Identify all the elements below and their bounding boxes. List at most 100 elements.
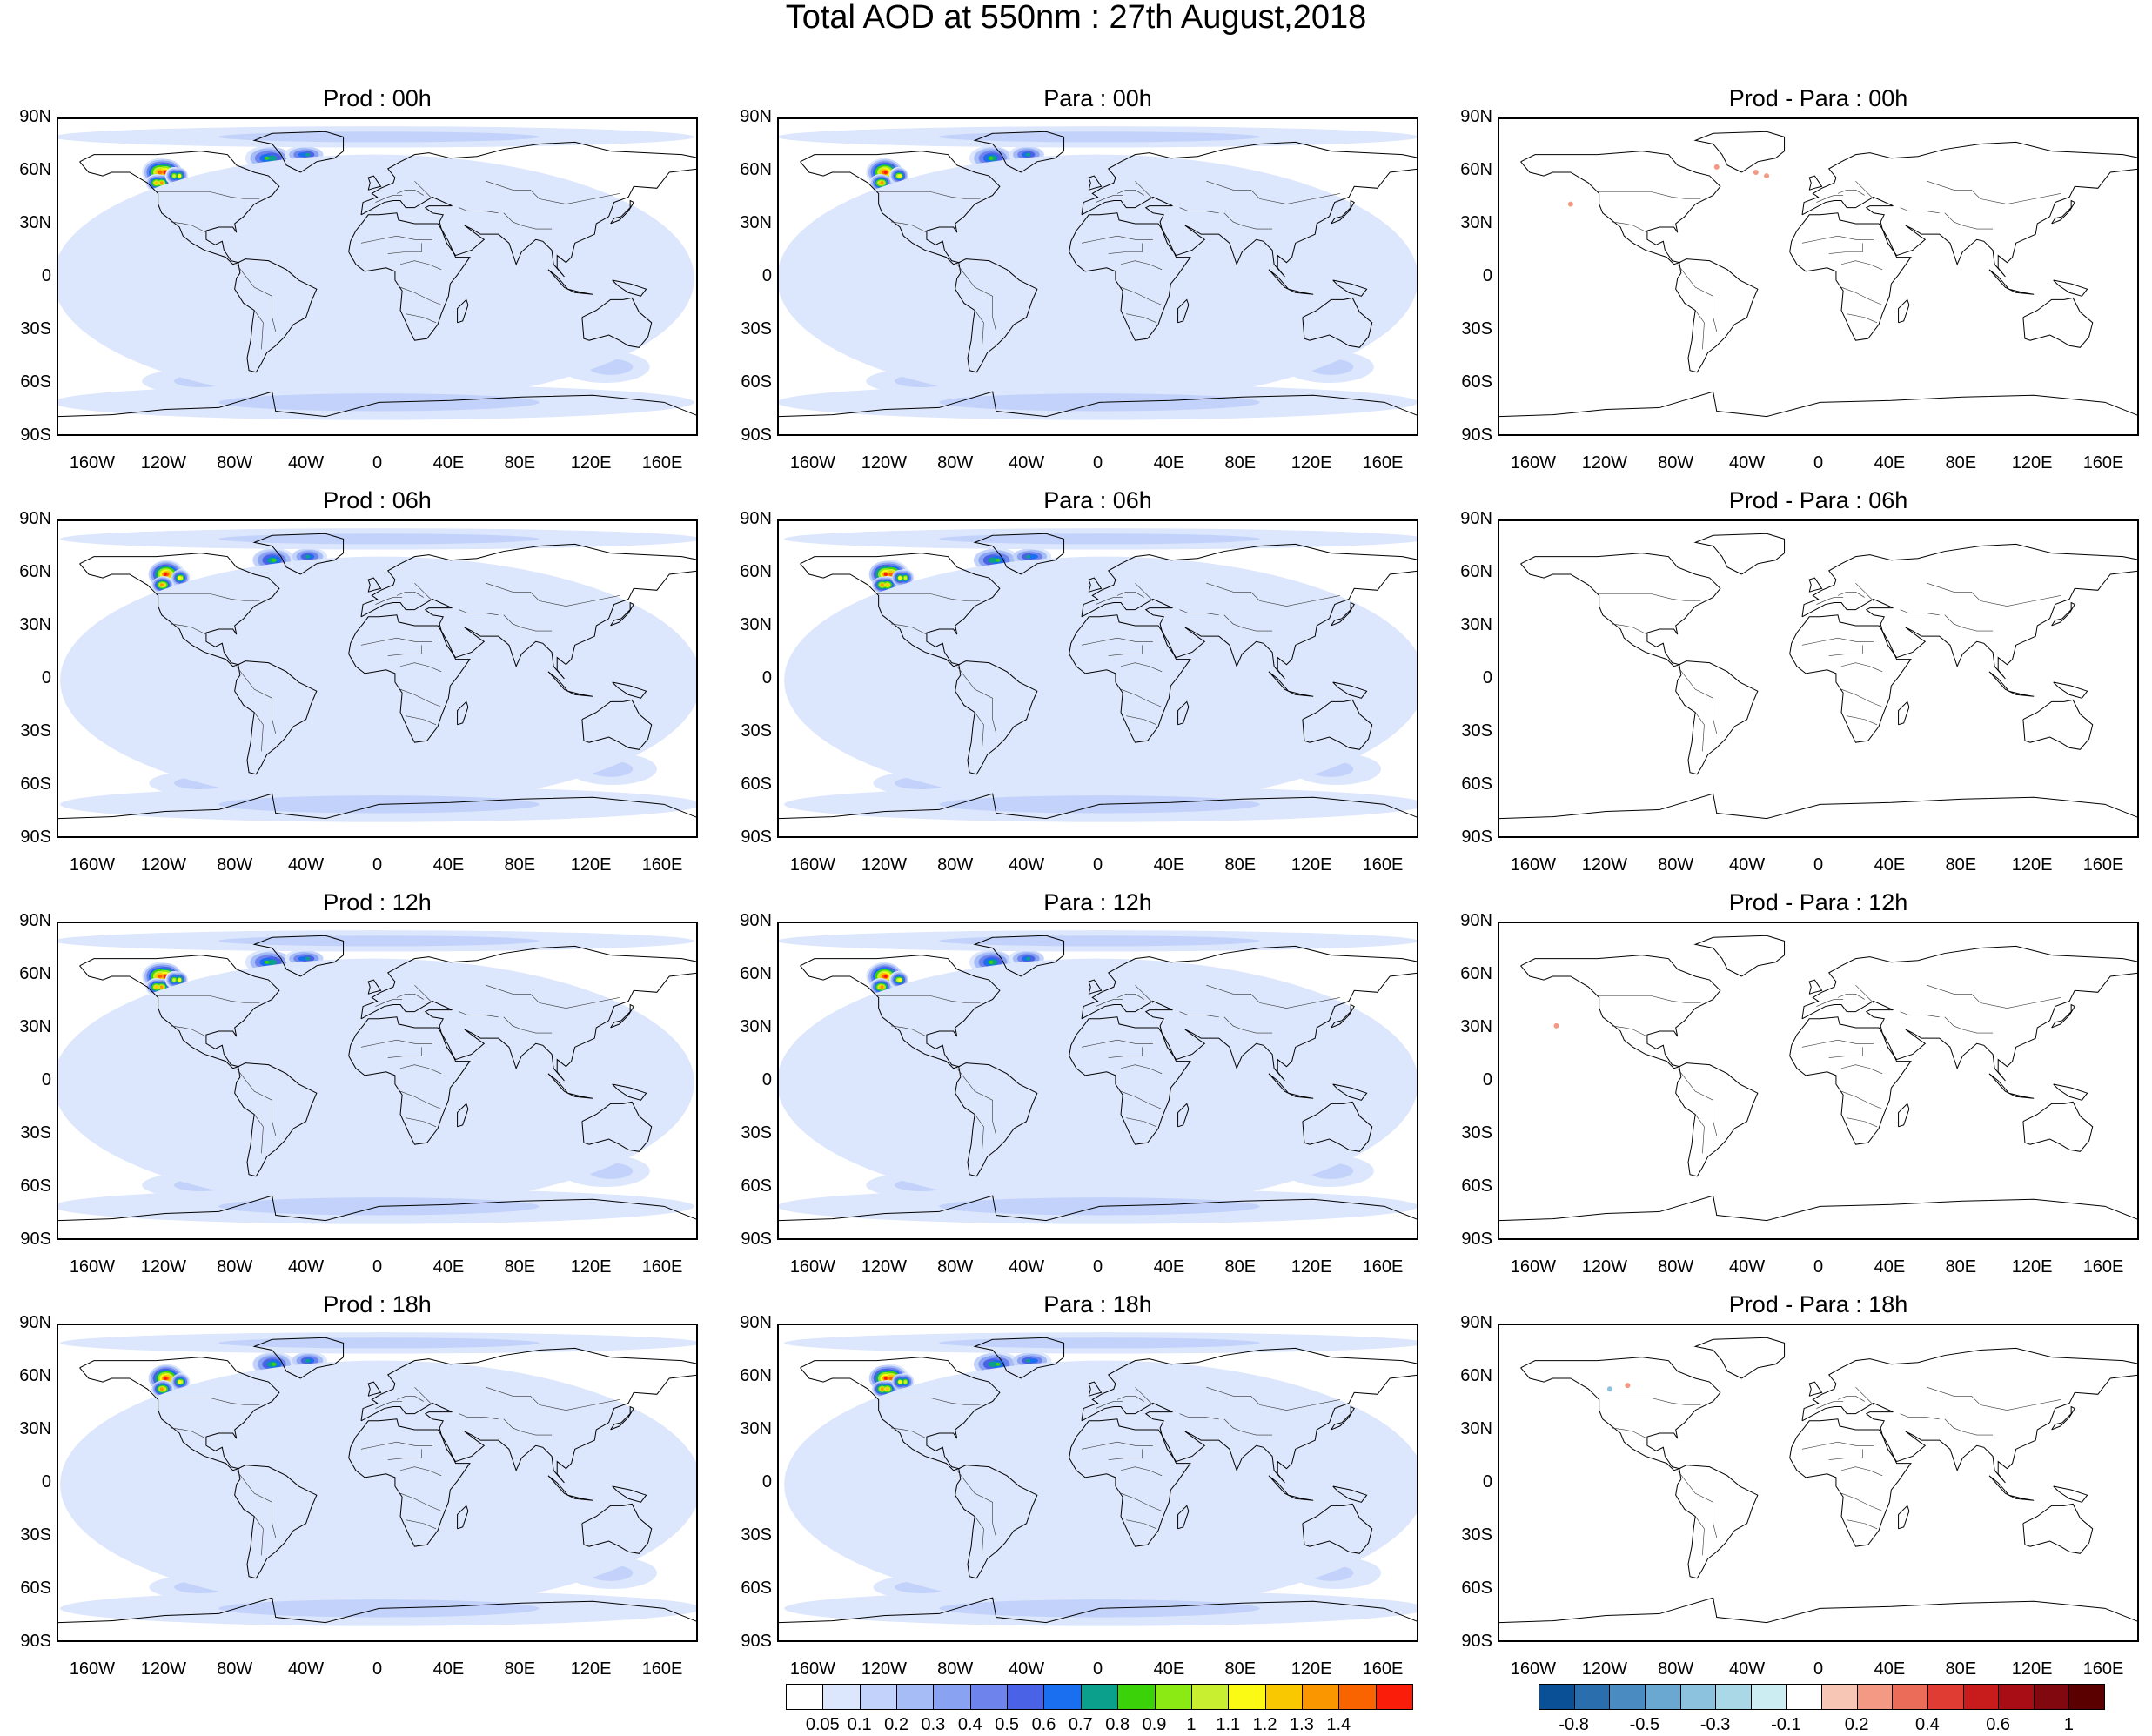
coastline bbox=[612, 1083, 647, 1101]
country-border bbox=[236, 666, 277, 734]
longitude-label: 80E bbox=[504, 453, 536, 473]
map-panel: Para : 12h 90N 60N 30N 0 30S 60S 90S 160W 120W 80W… bbox=[740, 889, 1418, 1277]
coastline bbox=[360, 945, 696, 1082]
longitude-label: 80E bbox=[1224, 1257, 1257, 1277]
country-border bbox=[1179, 609, 1219, 616]
country-border bbox=[1694, 712, 1705, 752]
country-border bbox=[360, 1441, 432, 1450]
colorbar-swatch bbox=[1007, 1684, 1045, 1710]
longitude-label: 160W bbox=[69, 453, 116, 473]
latitude-label: 30S bbox=[20, 721, 51, 741]
coastline bbox=[779, 793, 1417, 820]
coastline bbox=[1693, 131, 1786, 173]
longitude-label: 120W bbox=[861, 1659, 907, 1679]
aod-contour-fill bbox=[939, 131, 1260, 143]
aod-contour-fill bbox=[996, 558, 1001, 562]
coastline bbox=[1088, 979, 1103, 995]
country-border bbox=[1927, 1386, 2061, 1411]
coastline bbox=[1693, 1337, 1786, 1379]
country-border bbox=[360, 235, 432, 244]
latitude-label: 90S bbox=[741, 426, 772, 445]
coastline bbox=[1081, 141, 1417, 278]
colorbar-swatch bbox=[1117, 1684, 1156, 1710]
latitude-label: 90S bbox=[741, 828, 772, 847]
figure-title: Total AOD at 550nm : 27th August,2018 bbox=[785, 0, 1367, 36]
longitude-label: 40W bbox=[1009, 1659, 1045, 1679]
coastline bbox=[547, 671, 593, 697]
coastline bbox=[1520, 955, 1721, 1069]
longitude-label: 120W bbox=[140, 1257, 186, 1277]
country-border bbox=[1108, 1047, 1143, 1058]
country-border bbox=[1837, 592, 1865, 598]
coastline bbox=[1081, 945, 1417, 1082]
longitude-label: 0 bbox=[1813, 1659, 1824, 1679]
coastline bbox=[547, 1073, 593, 1099]
coastline bbox=[1332, 279, 1368, 297]
longitude-label: 0 bbox=[1813, 855, 1824, 875]
country-border bbox=[974, 1516, 984, 1556]
map-plot-area bbox=[1498, 922, 2139, 1240]
aod-contour-fill bbox=[988, 960, 994, 964]
country-border bbox=[1108, 243, 1143, 254]
latitude-label: 90N bbox=[1460, 1313, 1492, 1332]
latitude-label: 60N bbox=[1460, 160, 1492, 179]
coastline bbox=[2022, 1503, 2094, 1554]
latitude-label: 90S bbox=[1461, 1230, 1492, 1249]
latitude-label: 30N bbox=[1460, 1419, 1492, 1438]
colorbar-swatch bbox=[1998, 1684, 2035, 1710]
colorbar-tick-label: 0.9 bbox=[1142, 1715, 1167, 1734]
country-border bbox=[1108, 1449, 1143, 1460]
longitude-label: 40E bbox=[1874, 453, 1906, 473]
country-border bbox=[1206, 984, 1340, 1009]
country-border bbox=[1828, 1047, 1863, 1058]
panel-title: Prod : 00h bbox=[323, 85, 432, 111]
aod-contour-fill bbox=[903, 576, 908, 580]
longitude-label: 80W bbox=[1658, 1659, 1694, 1679]
latitude-label: 0 bbox=[761, 668, 772, 687]
coastline bbox=[1331, 601, 1355, 627]
map-panel: Prod : 12h 90N 60N 30N 0 30S 60S 90S 160W 120W 80W… bbox=[19, 889, 698, 1277]
latitude-label: 90S bbox=[20, 1230, 51, 1249]
coastline bbox=[1268, 1475, 1314, 1501]
longitude-label: 40W bbox=[1729, 855, 1766, 875]
coastline bbox=[1801, 945, 2137, 1082]
latitude-label: 30N bbox=[1460, 615, 1492, 634]
longitude-label: 80W bbox=[217, 1659, 253, 1679]
longitude-label: 160E bbox=[2082, 1659, 2124, 1679]
latitude-label: 90N bbox=[19, 911, 51, 930]
latitude-label: 30N bbox=[1460, 1017, 1492, 1036]
latitude-label: 90N bbox=[1460, 509, 1492, 528]
coastline bbox=[2053, 681, 2088, 699]
colorbar-swatch bbox=[1154, 1684, 1192, 1710]
aod-colorbar: 0.05 0.1 0.2 0.3 0.4 0.5 0.6 0.7 0.8 0.9 1 1.1 1.2 1.… bbox=[786, 1684, 1413, 1736]
colorbar-tick-label: 0.6 bbox=[1986, 1715, 2011, 1734]
latitude-label: 60N bbox=[740, 1366, 772, 1385]
coastline bbox=[2051, 601, 2075, 627]
country-border bbox=[1597, 1398, 1701, 1405]
latitude-label: 60S bbox=[20, 774, 51, 794]
aod-contour-fill bbox=[898, 174, 902, 178]
country-border bbox=[1801, 1039, 1874, 1048]
aod-contour-fill bbox=[779, 958, 1417, 1207]
colorbar-tick-label: 0.5 bbox=[995, 1715, 1020, 1734]
aod-contour-fill bbox=[1029, 1358, 1038, 1364]
coastline bbox=[1331, 199, 1355, 225]
coastline bbox=[348, 614, 471, 743]
coastline bbox=[2051, 1405, 2075, 1431]
country-border bbox=[414, 582, 433, 601]
colorbar-swatch bbox=[1856, 1684, 1894, 1710]
aod-contour-fill bbox=[1026, 554, 1031, 559]
country-border bbox=[974, 310, 984, 350]
difference-spot bbox=[1606, 1386, 1612, 1392]
latitude-label: 0 bbox=[41, 668, 51, 687]
country-border bbox=[1837, 994, 1865, 1000]
colorbar-swatch bbox=[896, 1684, 935, 1710]
map-svg bbox=[1499, 935, 2137, 1222]
latitude-label: 60S bbox=[1461, 1176, 1492, 1196]
longitude-label: 0 bbox=[372, 453, 383, 473]
country-border bbox=[375, 597, 403, 605]
map-svg bbox=[779, 528, 1417, 822]
longitude-label: 40E bbox=[1874, 855, 1906, 875]
country-border bbox=[406, 313, 437, 324]
longitude-label: 160E bbox=[1362, 453, 1404, 473]
